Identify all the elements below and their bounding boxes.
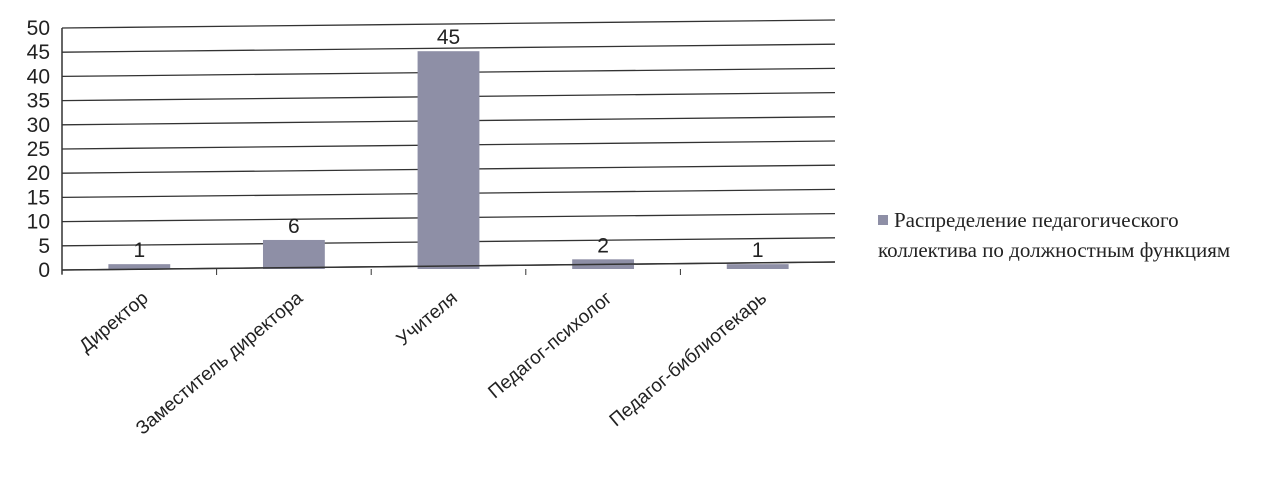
data-label: 1: [133, 239, 145, 262]
x-axis: [61, 261, 836, 271]
gridline: [61, 43, 836, 53]
y-tick-label: 40: [27, 65, 50, 88]
y-tick-label: 35: [27, 90, 50, 113]
axes: [61, 28, 836, 275]
y-tick-label: 10: [27, 211, 50, 234]
x-tick-label: Педагог-библиотекарь: [606, 288, 771, 431]
y-tick-label: 0: [38, 259, 50, 282]
bar: [726, 264, 789, 269]
legend-swatch: [878, 215, 888, 225]
data-label: 6: [288, 215, 300, 238]
y-tick-label: 20: [27, 162, 50, 185]
data-label: 45: [437, 26, 460, 49]
y-tick-label: 45: [27, 41, 50, 64]
y-tick-label: 50: [27, 17, 50, 40]
data-label: 1: [752, 239, 764, 262]
y-tick-label: 30: [27, 114, 50, 137]
legend-label: Распределение педагогического коллектива…: [878, 208, 1231, 262]
y-tick-label: 5: [38, 235, 50, 258]
y-tick-label: 15: [27, 186, 50, 209]
bars: [108, 51, 789, 270]
x-tick-label: Заместитель директора: [132, 287, 307, 439]
legend: Распределение педагогического коллектива…: [878, 205, 1263, 265]
x-tick-label: Педагог-психолог: [485, 288, 617, 403]
gridline: [61, 19, 836, 29]
data-label: 2: [597, 234, 609, 257]
bar: [108, 264, 171, 269]
y-tick-label: 25: [27, 138, 50, 161]
x-tick-label: Учителя: [393, 288, 462, 351]
data-labels: 1 6 45 2 1: [133, 26, 763, 262]
x-tick-label: Директор: [76, 288, 153, 357]
bar: [262, 239, 325, 269]
bar: [417, 51, 480, 270]
